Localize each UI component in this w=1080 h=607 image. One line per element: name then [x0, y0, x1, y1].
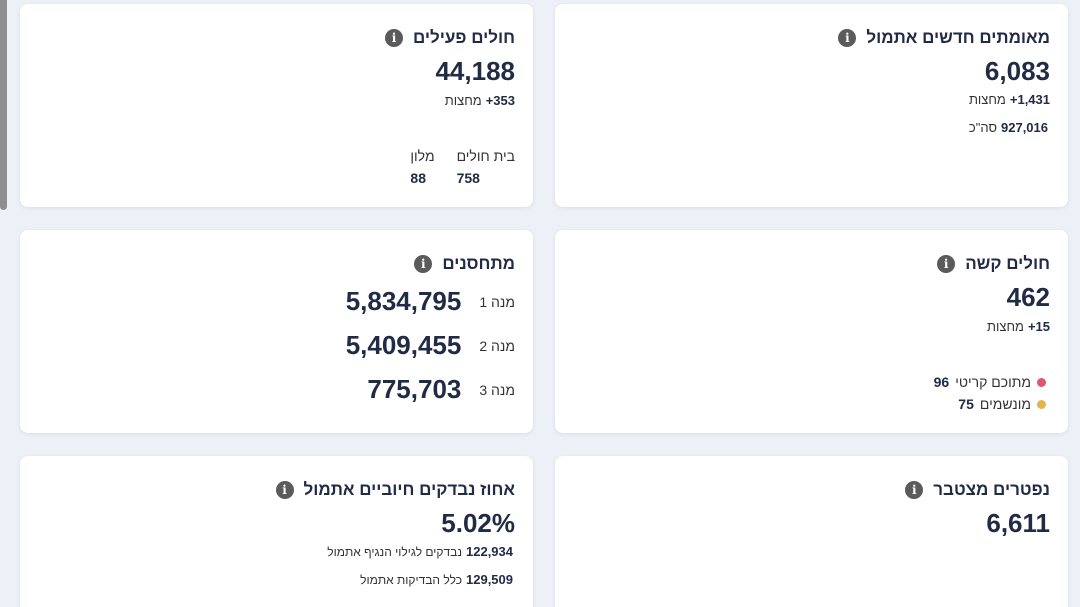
- critical-row: מתוכם קריטי 96: [934, 374, 1046, 390]
- dose-3-label: מנה 3: [479, 381, 515, 398]
- ventilated-row: מונשמים 75: [958, 396, 1046, 412]
- hospital-column: בית חולים 758: [457, 148, 515, 186]
- card-title: מאומתים חדשים אתמול: [866, 28, 1050, 47]
- since-midnight-value: +15: [1027, 319, 1050, 334]
- card-header: מתחסנים i: [414, 254, 515, 274]
- dose-3-value: 775,703: [367, 374, 462, 404]
- hospital-label: בית חולים: [456, 148, 515, 164]
- since-midnight-value: +353: [485, 93, 515, 108]
- ventilated-label: מונשמים: [979, 396, 1031, 412]
- all-tests-row: 129,509 כלל הבדיקות אתמול: [360, 572, 513, 587]
- since-midnight: +15 מחצות: [987, 319, 1050, 334]
- info-icon[interactable]: i: [838, 29, 857, 47]
- since-midnight: +353 מחצות: [445, 93, 515, 108]
- main-value: 462: [1006, 282, 1050, 312]
- info-icon[interactable]: i: [905, 481, 924, 499]
- info-icon[interactable]: i: [385, 29, 404, 47]
- info-icon[interactable]: i: [414, 255, 433, 273]
- info-icon[interactable]: i: [275, 481, 294, 499]
- card-title: חולים קשה: [965, 254, 1050, 273]
- page-scrollbar[interactable]: [0, 0, 7, 210]
- ventilated-dot-icon: [1037, 399, 1046, 409]
- critical-label: מתוכם קריטי: [955, 374, 1031, 390]
- hotel-label: מלון: [410, 148, 435, 164]
- critical-dot-icon: [1037, 377, 1046, 387]
- dose-2-value: 5,409,455: [345, 330, 462, 360]
- all-tests-label: כלל הבדיקות אתמול: [360, 573, 462, 587]
- hotel-column: מלון 88: [410, 148, 434, 186]
- hospital-value: 758: [456, 170, 480, 186]
- all-tests-value: 129,509: [466, 572, 513, 587]
- dose-1-value: 5,834,795: [345, 286, 462, 316]
- since-midnight-label: מחצות: [444, 93, 482, 108]
- card-title: מתחסנים: [442, 254, 515, 273]
- dose-2-label: מנה 2: [479, 337, 515, 354]
- card-title: נפטרים מצטבר: [933, 480, 1050, 499]
- card-header: נפטרים מצטבר i: [905, 480, 1050, 500]
- hotel-value: 88: [410, 170, 426, 186]
- since-midnight-label: מחצות: [968, 92, 1006, 107]
- tested-value: 122,934: [466, 544, 513, 559]
- main-value: 6,083: [984, 56, 1050, 86]
- main-value: 6,611: [986, 508, 1050, 538]
- since-midnight: +1,431 מחצות: [969, 92, 1050, 107]
- card-active-patients: חולים פעילים i 44,188 +353 מחצות בית חול…: [20, 4, 533, 207]
- card-header: מאומתים חדשים אתמול i: [838, 28, 1050, 48]
- card-new-confirmed: מאומתים חדשים אתמול i 6,083 +1,431 מחצות…: [555, 4, 1068, 207]
- card-header: חולים קשה i: [937, 254, 1050, 274]
- card-header: אחוז נבדקים חיוביים אתמול i: [275, 480, 515, 500]
- card-deceased: נפטרים מצטבר i 6,611: [555, 456, 1068, 607]
- tested-label: נבדקים לגילוי הנגיף אתמול: [327, 545, 462, 559]
- since-midnight-label: מחצות: [987, 319, 1024, 334]
- card-title: אחוז נבדקים חיוביים אתמול: [303, 480, 515, 499]
- dose-2-row: מנה 2 5,409,455: [346, 330, 515, 361]
- total-label: סה"כ: [968, 120, 997, 135]
- info-icon[interactable]: i: [937, 255, 956, 273]
- card-title: חולים פעילים: [413, 28, 515, 47]
- since-midnight-value: +1,431: [1009, 92, 1050, 107]
- card-positive-percentage: אחוז נבדקים חיוביים אתמול i 5.02% 122,93…: [20, 456, 533, 607]
- total: 927,016 סה"כ: [969, 120, 1048, 135]
- main-value: 44,188: [435, 56, 515, 86]
- tested-row: 122,934 נבדקים לגילוי הנגיף אתמול: [327, 544, 513, 559]
- card-header: חולים פעילים i: [385, 28, 515, 48]
- dose-1-row: מנה 1 5,834,795: [346, 286, 515, 317]
- dose-1-label: מנה 1: [479, 293, 515, 310]
- total-value: 927,016: [1001, 120, 1048, 135]
- card-severe-patients: חולים קשה i 462 +15 מחצות מתוכם קריטי 96…: [555, 230, 1068, 433]
- main-value: 5.02%: [441, 508, 515, 538]
- ventilated-value: 75: [958, 396, 974, 412]
- location-breakdown: בית חולים 758 מלון 88: [410, 148, 515, 186]
- dose-3-row: מנה 3 775,703: [367, 374, 515, 405]
- card-vaccinated: מתחסנים i מנה 1 5,834,795 מנה 2 5,409,45…: [20, 230, 533, 433]
- critical-value: 96: [933, 374, 950, 390]
